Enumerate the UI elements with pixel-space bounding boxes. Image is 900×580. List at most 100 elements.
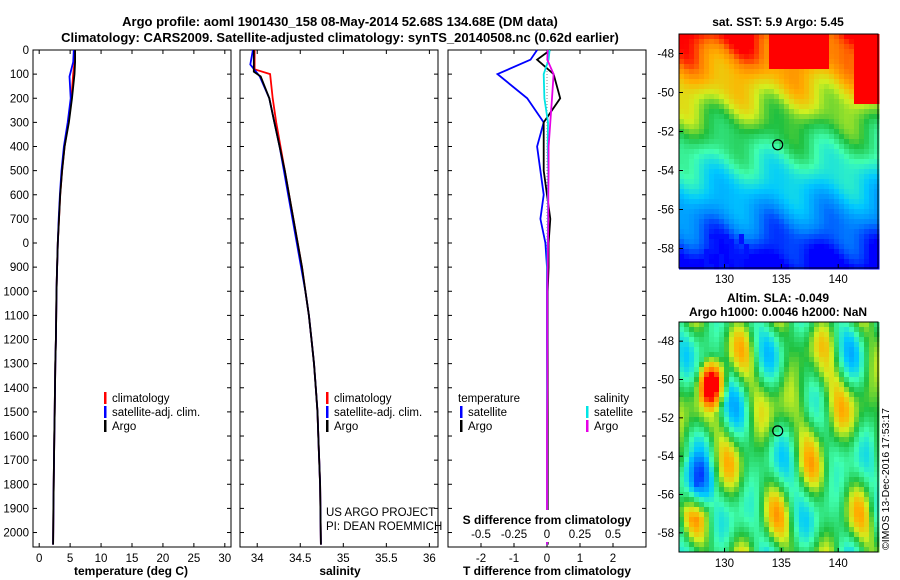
- map-cell: [769, 154, 775, 160]
- map-cell: [774, 397, 780, 403]
- map-cell: [834, 337, 840, 343]
- map-cell: [789, 234, 795, 240]
- map-cell: [844, 224, 850, 230]
- map-cell: [794, 417, 800, 423]
- map-cell: [804, 54, 810, 60]
- map-cell: [724, 342, 730, 348]
- x-tick-label: 0: [544, 553, 550, 565]
- map-cell: [814, 322, 820, 328]
- map-cell: [784, 352, 790, 358]
- map-cell: [699, 159, 705, 165]
- map-cell: [699, 392, 705, 398]
- map-cell: [849, 249, 855, 255]
- map-cell: [869, 512, 875, 518]
- map-cell: [739, 239, 745, 245]
- map-cell: [689, 322, 695, 328]
- map-cell: [784, 104, 790, 110]
- map-cell: [764, 219, 770, 225]
- map-cell: [839, 174, 845, 180]
- map-cell: [769, 139, 775, 145]
- map-cell: [779, 397, 785, 403]
- legend-label-s-argo: Argo: [594, 421, 618, 433]
- map-cell: [704, 357, 710, 363]
- map-cell: [784, 462, 790, 468]
- map-cell: [714, 119, 720, 125]
- map-cell: [839, 377, 845, 383]
- map-cell: [794, 407, 800, 413]
- map-cell: [819, 204, 825, 210]
- map-cell: [784, 114, 790, 120]
- map-cell: [829, 109, 835, 115]
- map-cell: [874, 239, 880, 245]
- map-cell: [769, 547, 775, 553]
- map-cell: [724, 119, 730, 125]
- map-cell: [739, 547, 745, 553]
- depth-tick-label: 1400: [3, 383, 29, 395]
- map-cell: [779, 482, 785, 488]
- map-cell: [824, 114, 830, 120]
- map-cell: [819, 59, 825, 65]
- map-cell: [849, 209, 855, 215]
- map-cell: [754, 467, 760, 473]
- map-cell: [764, 402, 770, 408]
- map-cell: [789, 144, 795, 150]
- map-cell: [694, 104, 700, 110]
- map-cell: [734, 264, 740, 270]
- map-cell: [709, 447, 715, 453]
- map-cell: [724, 357, 730, 363]
- map-cell: [784, 412, 790, 418]
- map-cell: [739, 59, 745, 65]
- map-cell: [679, 154, 685, 160]
- map-cell: [734, 184, 740, 190]
- map-cell: [769, 149, 775, 155]
- depth-tick-label: 1500: [3, 407, 29, 419]
- map-cell: [684, 79, 690, 85]
- map-cell: [849, 482, 855, 488]
- map-cell: [789, 392, 795, 398]
- map-cell: [859, 537, 865, 543]
- map-cell: [819, 99, 825, 105]
- map-cell: [729, 199, 735, 205]
- map-cell: [874, 154, 880, 160]
- map-cell: [839, 322, 845, 328]
- map-cell: [759, 462, 765, 468]
- sst-map-title: sat. SST: 5.9 Argo: 5.45: [712, 15, 844, 29]
- map-cell: [724, 512, 730, 518]
- map-cell: [694, 229, 700, 235]
- map-cell: [834, 327, 840, 333]
- map-cell: [704, 249, 710, 255]
- map-cell: [739, 497, 745, 503]
- map-cell: [714, 412, 720, 418]
- map-cell: [704, 342, 710, 348]
- map-cell: [734, 517, 740, 523]
- map-cell: [784, 372, 790, 378]
- map-cell: [834, 362, 840, 368]
- map-cell: [859, 332, 865, 338]
- map-cell: [824, 94, 830, 100]
- map-cell: [769, 362, 775, 368]
- map-cell: [739, 109, 745, 115]
- map-cell: [729, 64, 735, 70]
- map-cell: [834, 229, 840, 235]
- map-cell: [719, 322, 725, 328]
- map-cell: [769, 249, 775, 255]
- map-cell: [854, 547, 860, 553]
- map-cell: [869, 462, 875, 468]
- map-cell: [784, 517, 790, 523]
- map-cell: [759, 229, 765, 235]
- map-cell: [769, 482, 775, 488]
- map-cell: [809, 352, 815, 358]
- map-cell: [829, 229, 835, 235]
- map-cell: [694, 259, 700, 265]
- map-cell: [839, 69, 845, 75]
- map-cell: [839, 234, 845, 240]
- map-cell: [704, 34, 710, 40]
- map-cell: [814, 342, 820, 348]
- map-cell: [694, 49, 700, 55]
- map-cell: [754, 164, 760, 170]
- map-cell: [834, 259, 840, 265]
- map-cell: [739, 437, 745, 443]
- map-cell: [794, 129, 800, 135]
- map-cell: [739, 362, 745, 368]
- map-cell: [874, 507, 880, 513]
